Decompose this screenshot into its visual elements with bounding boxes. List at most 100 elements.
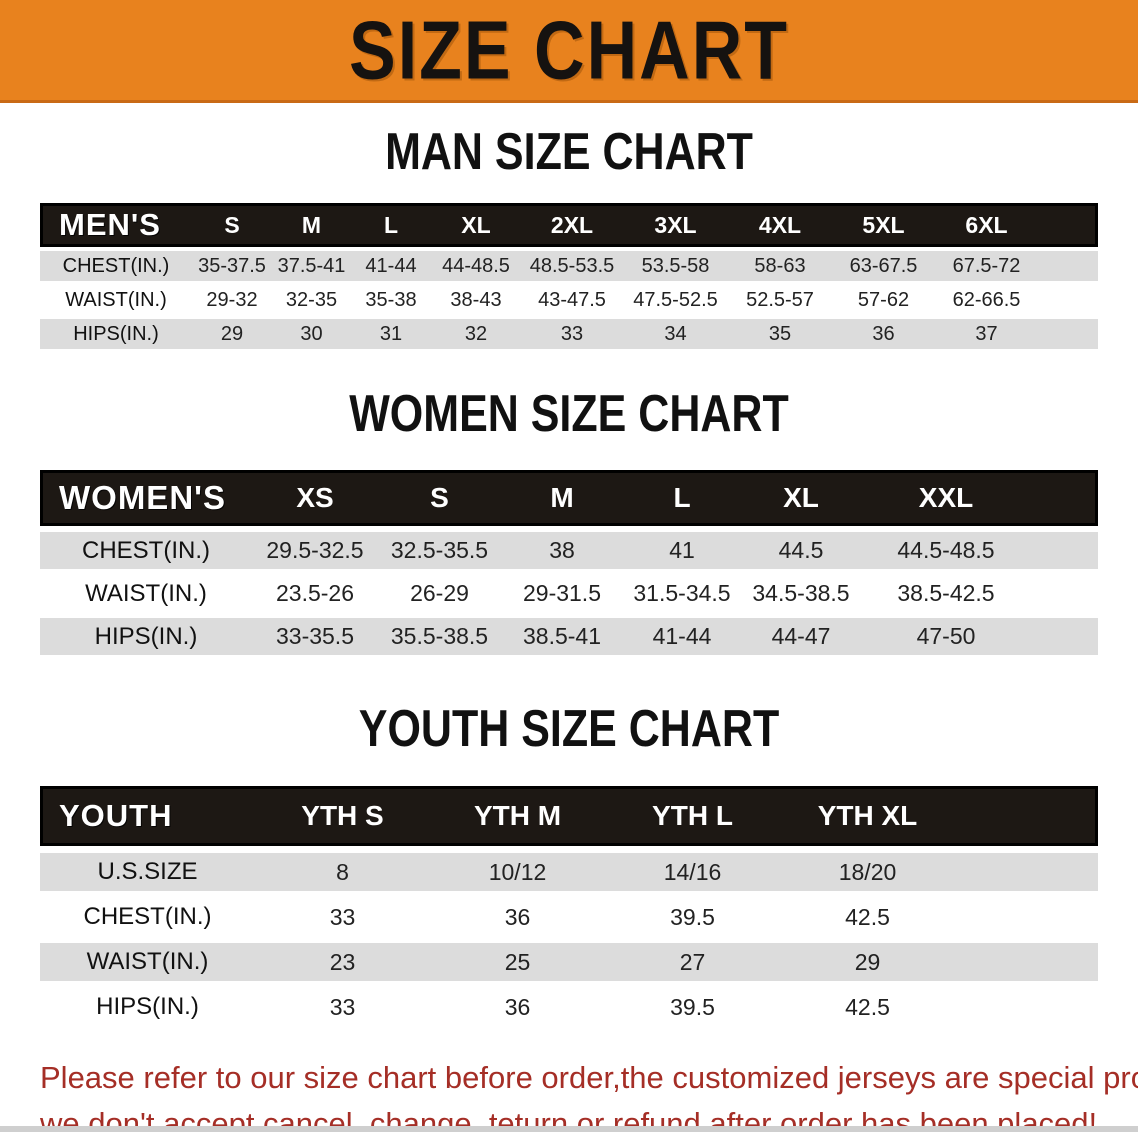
table-row: WAIST(IN.) 23 25 27 29 <box>40 943 1098 981</box>
cell-value: 36 <box>832 319 935 349</box>
cell-value: 62-66.5 <box>935 285 1038 315</box>
cell-value: 41 <box>623 532 741 569</box>
cell-value: 30 <box>272 319 351 349</box>
row-label: HIPS(IN.) <box>40 618 252 655</box>
men-size-table: MEN'S S M L XL 2XL 3XL 4XL 5XL 6XL CHEST(IN.) 35-37… <box>40 199 1098 353</box>
row-spacer-cell <box>1038 319 1098 349</box>
table-row: HIPS(IN.) 33-35.5 35.5-38.5 38.5-41 41-44 44-… <box>40 618 1098 655</box>
header-spacer-cell <box>955 786 1098 846</box>
table-row: WAIST(IN.) 29-32 32-35 35-38 38-43 43-47.5 47.… <box>40 285 1098 315</box>
cell-value: 36 <box>430 988 605 1026</box>
table-header-row: WOMEN'S XS S M L XL XXL <box>40 470 1098 526</box>
row-label: CHEST(IN.) <box>40 532 252 569</box>
cell-value: 37 <box>935 319 1038 349</box>
cell-value: 23.5-26 <box>252 575 378 612</box>
column-header: S <box>378 470 501 526</box>
column-header: YTH M <box>430 786 605 846</box>
cell-value: 57-62 <box>832 285 935 315</box>
table-header-label: WOMEN'S <box>40 470 252 526</box>
cell-value: 43-47.5 <box>521 285 623 315</box>
column-header: 3XL <box>623 203 728 247</box>
header-spacer-cell <box>1031 470 1098 526</box>
cell-value: 38-43 <box>431 285 521 315</box>
row-label: CHEST(IN.) <box>40 898 255 936</box>
row-spacer-cell <box>955 988 1098 1026</box>
cell-value: 23 <box>255 943 430 981</box>
cell-value: 53.5-58 <box>623 251 728 281</box>
cell-value: 34 <box>623 319 728 349</box>
cell-value: 44-48.5 <box>431 251 521 281</box>
cell-value: 32-35 <box>272 285 351 315</box>
table-header-row: MEN'S S M L XL 2XL 3XL 4XL 5XL 6XL <box>40 203 1098 247</box>
women-section-heading: WOMEN SIZE CHART <box>0 385 1138 443</box>
men-section: MAN SIZE CHART MEN'S S M L XL 2XL 3XL 4XL 5XL 6XL… <box>0 123 1138 353</box>
cell-value: 38.5-42.5 <box>861 575 1031 612</box>
column-header: M <box>272 203 351 247</box>
cell-value: 67.5-72 <box>935 251 1038 281</box>
row-spacer-cell <box>955 943 1098 981</box>
cell-value: 33 <box>521 319 623 349</box>
column-header: XS <box>252 470 378 526</box>
cell-value: 26-29 <box>378 575 501 612</box>
row-spacer-cell <box>1038 251 1098 281</box>
cell-value: 35-38 <box>351 285 431 315</box>
row-spacer-cell <box>1031 575 1098 612</box>
cell-value: 63-67.5 <box>832 251 935 281</box>
men-section-heading: MAN SIZE CHART <box>0 123 1138 181</box>
cell-value: 29 <box>780 943 955 981</box>
cell-value: 41-44 <box>351 251 431 281</box>
cell-value: 36 <box>430 898 605 936</box>
cell-value: 44.5 <box>741 532 861 569</box>
column-header: S <box>192 203 272 247</box>
table-row: CHEST(IN.) 35-37.5 37.5-41 41-44 44-48.5 48.5… <box>40 251 1098 281</box>
cell-value: 27 <box>605 943 780 981</box>
column-header: YTH L <box>605 786 780 846</box>
column-header: YTH S <box>255 786 430 846</box>
women-section-heading-text: WOMEN SIZE CHART <box>349 385 789 443</box>
cell-value: 38.5-41 <box>501 618 623 655</box>
column-header: 6XL <box>935 203 1038 247</box>
row-label: HIPS(IN.) <box>40 319 192 349</box>
disclaimer-text: Please refer to our size chart before or… <box>40 1055 1138 1132</box>
cell-value: 18/20 <box>780 853 955 891</box>
cell-value: 47.5-52.5 <box>623 285 728 315</box>
youth-size-table: YOUTH YTH S YTH M YTH L YTH XL U.S.SIZE 8 10/12… <box>40 779 1098 1033</box>
table-header-label: MEN'S <box>40 203 192 247</box>
youth-section-heading-text: YOUTH SIZE CHART <box>358 700 780 758</box>
cell-value: 41-44 <box>623 618 741 655</box>
cell-value: 52.5-57 <box>728 285 832 315</box>
cell-value: 29-31.5 <box>501 575 623 612</box>
column-header: YTH XL <box>780 786 955 846</box>
cell-value: 32.5-35.5 <box>378 532 501 569</box>
row-label: U.S.SIZE <box>40 853 255 891</box>
row-label: CHEST(IN.) <box>40 251 192 281</box>
column-header: 2XL <box>521 203 623 247</box>
column-header: M <box>501 470 623 526</box>
row-spacer-cell <box>1031 618 1098 655</box>
cell-value: 47-50 <box>861 618 1031 655</box>
header-spacer-cell <box>1038 203 1098 247</box>
cell-value: 35-37.5 <box>192 251 272 281</box>
cell-value: 39.5 <box>605 898 780 936</box>
row-spacer-cell <box>1031 532 1098 569</box>
row-spacer-cell <box>955 853 1098 891</box>
column-header: XL <box>431 203 521 247</box>
cell-value: 58-63 <box>728 251 832 281</box>
table-row: HIPS(IN.) 29 30 31 32 33 34 35 36 37 <box>40 319 1098 349</box>
column-header: 5XL <box>832 203 935 247</box>
column-header: L <box>623 470 741 526</box>
cell-value: 10/12 <box>430 853 605 891</box>
column-header: L <box>351 203 431 247</box>
men-section-heading-text: MAN SIZE CHART <box>385 123 753 181</box>
women-section: WOMEN SIZE CHART WOMEN'S XS S M L XL XXL CHEST(… <box>0 385 1138 661</box>
row-label: WAIST(IN.) <box>40 943 255 981</box>
cell-value: 25 <box>430 943 605 981</box>
youth-section-heading: YOUTH SIZE CHART <box>0 700 1138 758</box>
cell-value: 33-35.5 <box>252 618 378 655</box>
cell-value: 33 <box>255 988 430 1026</box>
disclaimer-line-1: Please refer to our size chart before or… <box>40 1060 1138 1095</box>
size-chart-banner: SIZE CHART <box>0 0 1138 103</box>
cell-value: 33 <box>255 898 430 936</box>
cell-value: 29-32 <box>192 285 272 315</box>
table-header-label: YOUTH <box>40 786 255 846</box>
